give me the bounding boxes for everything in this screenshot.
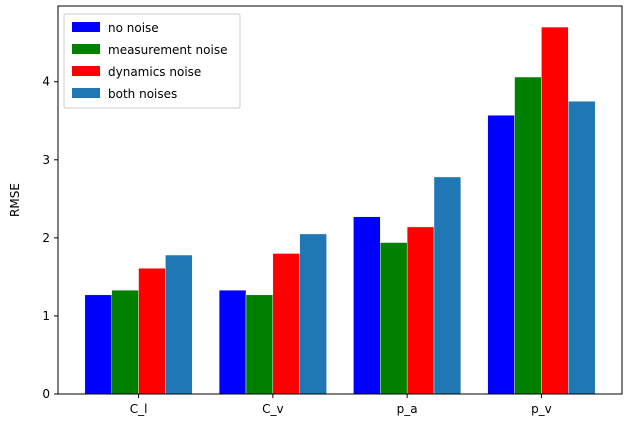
- bar-measurement-noise-C_l: [111, 289, 139, 395]
- axes-group: 0 1 2 3 4 C_l C_v p_a p_v: [42, 5, 623, 416]
- y-tick-label: 1: [42, 309, 50, 323]
- y-tick-label: 3: [42, 153, 50, 167]
- legend-swatch-no-noise: [72, 22, 100, 32]
- bar-dynamics-noise-C_l: [138, 268, 166, 395]
- bar-both-noises-p_v: [568, 101, 596, 395]
- bar-both-noises-C_v: [299, 233, 327, 395]
- y-tick-label: 2: [42, 231, 50, 245]
- bar-dynamics-noise-C_v: [272, 253, 300, 395]
- legend-label-no-noise: no noise: [108, 21, 159, 35]
- bar-measurement-noise-p_v: [514, 76, 542, 395]
- legend-label-dynamics-noise: dynamics noise: [108, 65, 201, 79]
- bar-no-noise-C_v: [218, 289, 247, 395]
- bar-measurement-noise-p_a: [380, 242, 408, 395]
- bar-no-noise-p_a: [353, 216, 381, 395]
- bars-group: [84, 26, 596, 395]
- x-tick-label: C_v: [262, 402, 283, 416]
- bar-no-noise-p_v: [487, 115, 515, 395]
- x-tick-label: p_v: [531, 402, 552, 416]
- legend-box: [63, 13, 241, 109]
- bar-both-noises-C_l: [165, 254, 193, 395]
- bar-no-noise-C_l: [84, 294, 112, 395]
- legend-label-measurement-noise: measurement noise: [108, 43, 227, 57]
- bar-both-noises-p_a: [433, 176, 462, 395]
- bar-dynamics-noise-p_a: [406, 226, 435, 395]
- y-tick-label: 4: [42, 75, 50, 89]
- y-axis-label: RMSE: [8, 183, 22, 217]
- legend-swatch-dynamics-noise: [72, 66, 100, 76]
- axes-frame: [57, 5, 623, 395]
- legend: no noise measurement noise dynamics noise b…: [63, 13, 241, 109]
- legend-swatch-measurement-noise: [72, 44, 100, 54]
- legend-label-both-noises: both noises: [108, 87, 177, 101]
- bar-dynamics-noise-p_v: [541, 26, 569, 395]
- x-tick-label: p_a: [397, 402, 418, 416]
- legend-swatch-both-noises: [72, 88, 100, 98]
- bar-measurement-noise-C_v: [245, 294, 274, 395]
- y-tick-label: 0: [42, 387, 50, 401]
- x-tick-label: C_l: [130, 402, 148, 416]
